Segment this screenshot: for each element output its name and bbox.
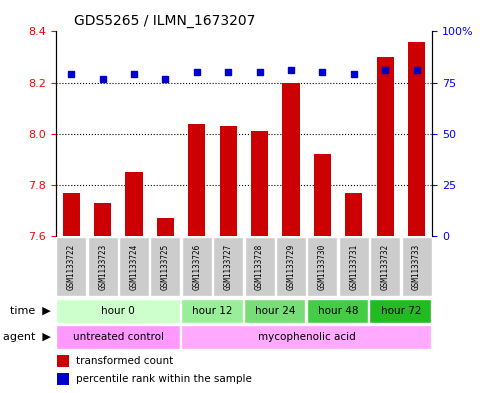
Bar [276, 237, 306, 296]
Bar [150, 237, 181, 296]
Bar [401, 237, 432, 296]
Text: hour 12: hour 12 [192, 306, 233, 316]
Bar [181, 299, 242, 323]
Text: GSM1133727: GSM1133727 [224, 244, 233, 290]
Text: hour 0: hour 0 [101, 306, 135, 316]
Text: transformed count: transformed count [76, 356, 173, 366]
Text: GSM1133730: GSM1133730 [318, 244, 327, 290]
Text: GSM1133729: GSM1133729 [286, 244, 296, 290]
Bar [244, 237, 275, 296]
Bar [314, 154, 331, 236]
Bar [126, 172, 142, 236]
Bar [57, 355, 69, 367]
Bar [370, 237, 400, 296]
Bar [213, 237, 243, 296]
Text: mycophenolic acid: mycophenolic acid [258, 332, 355, 342]
Text: percentile rank within the sample: percentile rank within the sample [76, 375, 252, 384]
Bar [283, 83, 299, 236]
Bar [119, 237, 149, 296]
Text: GSM1133733: GSM1133733 [412, 244, 421, 290]
Bar [56, 325, 180, 349]
Bar [182, 237, 212, 296]
Bar [87, 237, 118, 296]
Text: GDS5265 / ILMN_1673207: GDS5265 / ILMN_1673207 [74, 14, 256, 28]
Bar [251, 131, 268, 236]
Text: hour 72: hour 72 [381, 306, 421, 316]
Bar [63, 193, 80, 236]
Bar [345, 193, 362, 236]
Text: GSM1133724: GSM1133724 [129, 244, 139, 290]
Text: untreated control: untreated control [73, 332, 164, 342]
Bar [220, 126, 237, 236]
Text: GSM1133728: GSM1133728 [255, 244, 264, 290]
Bar [307, 237, 338, 296]
Text: GSM1133725: GSM1133725 [161, 244, 170, 290]
Text: hour 24: hour 24 [255, 306, 296, 316]
Bar [181, 325, 431, 349]
Bar [57, 373, 69, 385]
Text: time  ▶: time ▶ [10, 306, 51, 316]
Bar [56, 299, 180, 323]
Bar [339, 237, 369, 296]
Bar [244, 299, 305, 323]
Text: GSM1133732: GSM1133732 [381, 244, 390, 290]
Bar [94, 203, 111, 236]
Bar [56, 237, 86, 296]
Text: GSM1133726: GSM1133726 [192, 244, 201, 290]
Bar [307, 299, 368, 323]
Text: agent  ▶: agent ▶ [3, 332, 51, 342]
Text: GSM1133722: GSM1133722 [67, 244, 76, 290]
Bar [157, 218, 174, 236]
Bar [377, 57, 394, 236]
Bar [369, 299, 431, 323]
Bar [408, 42, 425, 236]
Text: GSM1133731: GSM1133731 [349, 244, 358, 290]
Text: hour 48: hour 48 [318, 306, 358, 316]
Text: GSM1133723: GSM1133723 [98, 244, 107, 290]
Bar [188, 123, 205, 236]
